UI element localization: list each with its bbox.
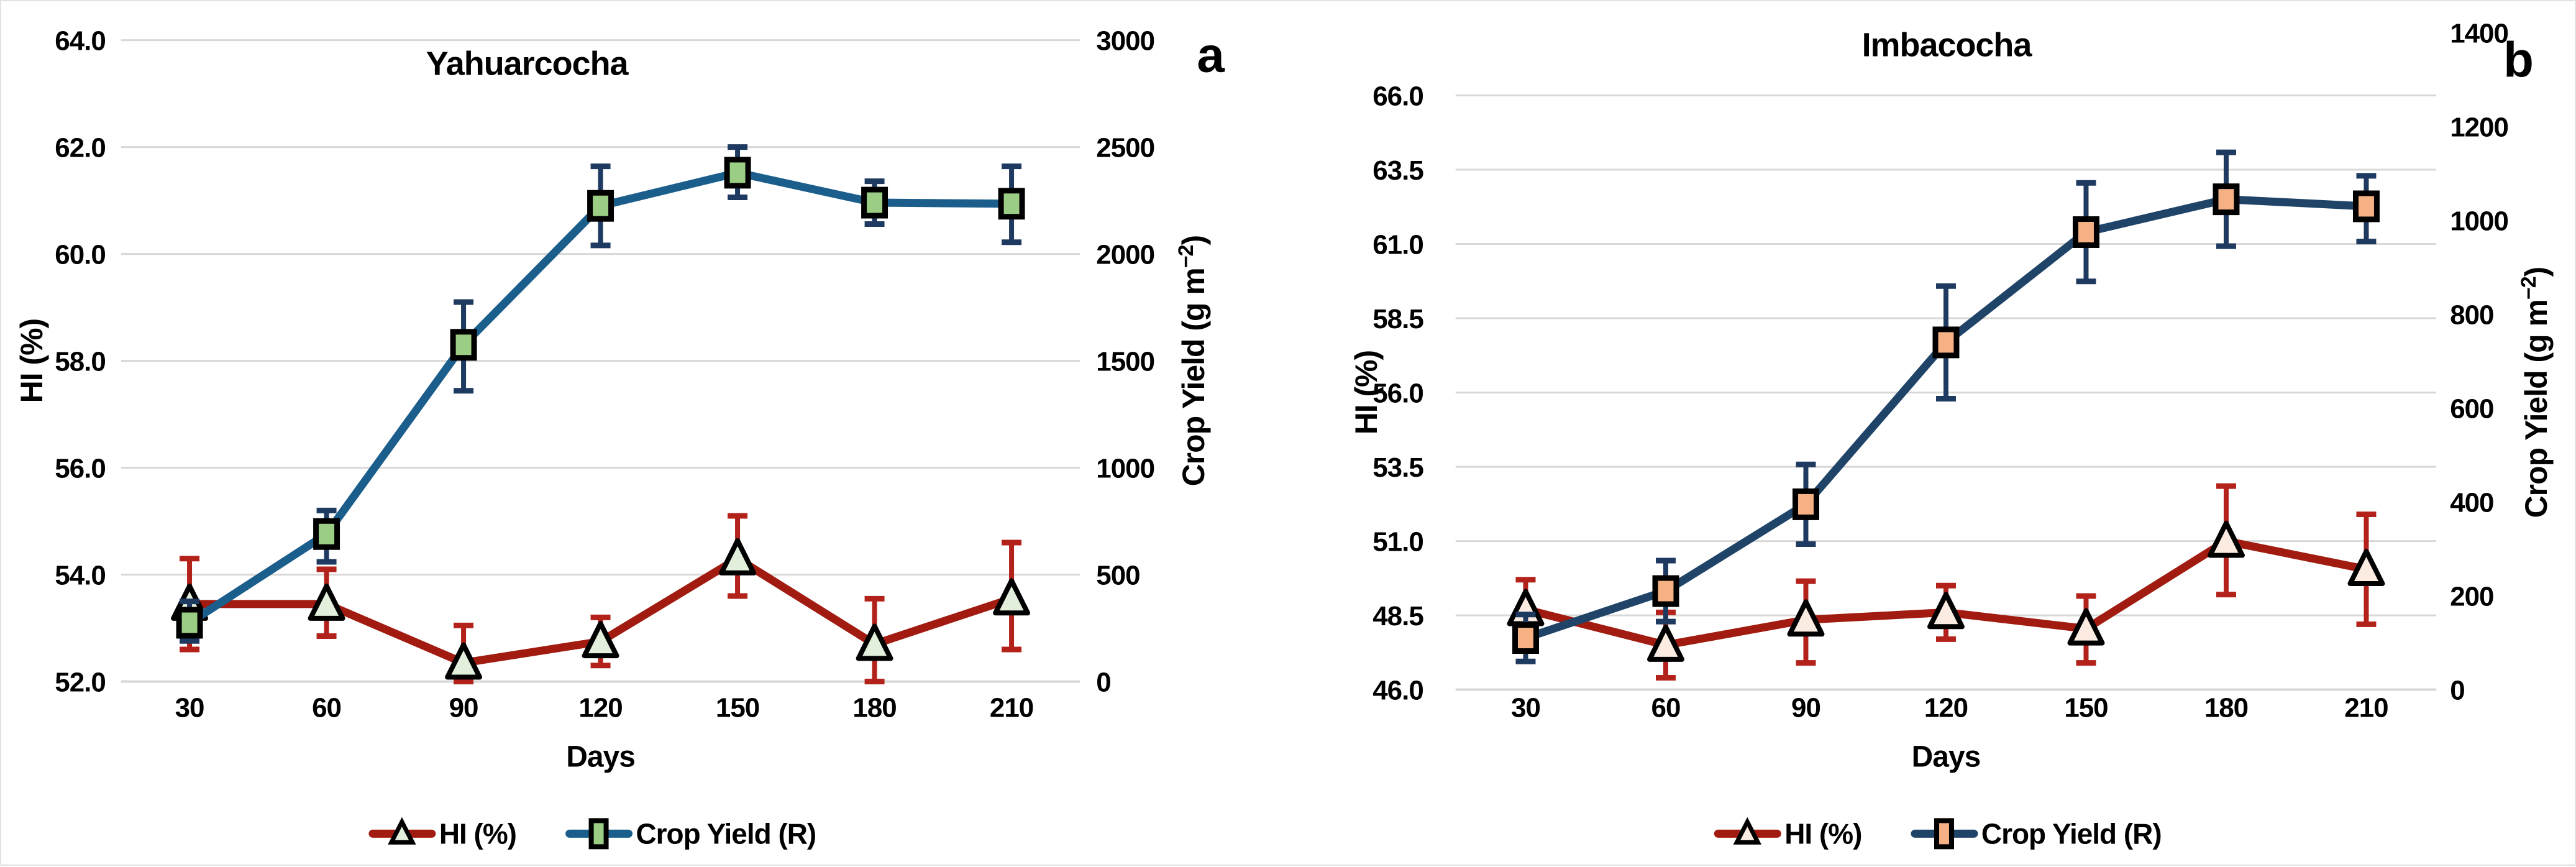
marker-square [1512, 622, 1539, 654]
marker-triangle [308, 583, 345, 621]
chart-title: Yahuarcocha [426, 45, 629, 83]
marker-square [1652, 575, 1679, 607]
marker-triangle [2067, 608, 2105, 646]
marker-square [861, 186, 888, 219]
marker-square [998, 188, 1025, 220]
x-tick-label: 60 [312, 693, 341, 723]
marker-square [1932, 326, 1960, 359]
legend-item-yield: Crop Yield (R) [565, 817, 816, 850]
legend-item-hi: HI (%) [368, 817, 517, 850]
legend-item-hi: HI (%) [1714, 817, 1862, 850]
marker-square [2352, 190, 2380, 222]
right-axis-title: Crop Yield (g m−2) [2517, 267, 2554, 518]
left-tick-label: 48.5 [1372, 601, 1423, 631]
panel-letter: a [1197, 27, 1225, 83]
marker-square [1793, 488, 1819, 520]
legend-marker-triangle [388, 817, 416, 845]
series-line-yield [1521, 195, 2370, 643]
chart-title: Imbacocha [1862, 27, 2033, 64]
marker-square [724, 157, 751, 189]
x-tick-label: 210 [2344, 693, 2388, 723]
x-tick-label: 60 [1651, 693, 1681, 723]
left-tick-label: 64.0 [55, 26, 106, 57]
legend-label-yield: Crop Yield (R) [636, 817, 816, 850]
marker-square [450, 329, 477, 361]
chart-panel-a: 52.0 54.0 56.0 58.0 60.0 62.0 64.0 0 500 1000 1500… [14, 26, 1225, 850]
chart-panel-b: 46.0 48.5 51.0 53.5 56.0 58.5 61.0 63.5 66.0 0 200… [1349, 19, 2554, 850]
left-tick-label: 61.0 [1372, 230, 1423, 260]
marker-square [2072, 216, 2099, 248]
x-tick-label: 150 [2064, 693, 2108, 723]
right-tick-label: 1400 [2450, 19, 2508, 49]
marker-triangle [2347, 549, 2385, 586]
left-axis-title: HI (%) [14, 319, 49, 403]
legend-marker-square [1934, 818, 1954, 850]
marker-triangle [856, 623, 893, 661]
left-tick-label: 46.0 [1372, 676, 1423, 706]
x-tick-label: 30 [175, 693, 204, 723]
x-tick-label: 150 [716, 693, 759, 723]
marker-triangle [582, 621, 619, 659]
legend-label-hi: HI (%) [439, 817, 516, 850]
marker-square [2213, 183, 2240, 216]
left-tick-label: 66.0 [1372, 81, 1423, 112]
right-tick-label: 3000 [1096, 26, 1154, 57]
panel-letter: b [2503, 32, 2533, 88]
marker-square [313, 518, 340, 550]
left-tick-label: 54.0 [55, 561, 106, 591]
legend-label-hi: HI (%) [1784, 817, 1861, 850]
legend: HI (%) Crop Yield (R) [368, 817, 816, 850]
left-tick-label: 51.0 [1372, 527, 1423, 557]
x-tick-label: 210 [990, 693, 1033, 723]
marker-triangle [993, 578, 1031, 616]
right-tick-label: 800 [2450, 300, 2493, 331]
x-tick-label: 120 [1924, 693, 1968, 723]
legend-item-yield: Crop Yield (R) [1911, 817, 2162, 850]
marker-triangle [445, 642, 483, 680]
marker-triangle [1927, 592, 1965, 630]
x-tick-label: 90 [449, 693, 478, 723]
left-tick-label: 60.0 [55, 240, 106, 270]
legend: HI (%) Crop Yield (R) [1714, 817, 2162, 850]
marker-square [176, 607, 203, 639]
left-tick-label: 58.0 [55, 347, 106, 377]
left-tick-label: 58.5 [1372, 304, 1423, 334]
right-axis-title: Crop Yield (g m−2) [1174, 236, 1211, 487]
marker-triangle [2208, 520, 2245, 558]
x-tick-label: 180 [852, 693, 896, 723]
left-tick-label: 56.0 [55, 454, 106, 484]
left-axis-title: HI (%) [1349, 351, 1384, 434]
left-tick-label: 52.0 [55, 667, 106, 698]
right-tick-label: 600 [2450, 394, 2493, 424]
left-tick-label: 56.0 [1372, 378, 1423, 409]
x-axis-title: Days [566, 740, 635, 773]
right-tick-label: 0 [2450, 676, 2464, 706]
right-tick-label: 0 [1096, 667, 1110, 698]
right-tick-label: 200 [2450, 582, 2493, 612]
x-tick-label: 180 [2204, 693, 2248, 723]
right-tick-label: 500 [1096, 561, 1140, 591]
x-tick-label: 90 [1791, 693, 1820, 723]
legend-marker-triangle [1733, 817, 1762, 845]
right-tick-label: 1000 [2450, 206, 2508, 237]
right-tick-label: 1200 [2450, 112, 2508, 143]
right-tick-label: 400 [2450, 488, 2493, 518]
right-tick-label: 1500 [1096, 347, 1154, 377]
left-tick-label: 63.5 [1372, 155, 1423, 186]
left-tick-label: 62.0 [55, 133, 106, 163]
marker-triangle [1647, 624, 1684, 662]
right-tick-label: 2500 [1096, 133, 1154, 163]
left-tick-label: 53.5 [1372, 452, 1423, 483]
legend-marker-square [588, 818, 609, 850]
x-axis-title: Days [1912, 740, 1981, 773]
x-tick-label: 120 [578, 693, 622, 723]
legend-label-yield: Crop Yield (R) [1981, 817, 2162, 850]
marker-triangle [719, 538, 757, 576]
right-tick-label: 2000 [1096, 240, 1154, 270]
marker-triangle [1787, 599, 1825, 637]
right-tick-label: 1000 [1096, 454, 1154, 484]
marker-square [587, 190, 614, 222]
x-tick-label: 30 [1511, 693, 1540, 723]
